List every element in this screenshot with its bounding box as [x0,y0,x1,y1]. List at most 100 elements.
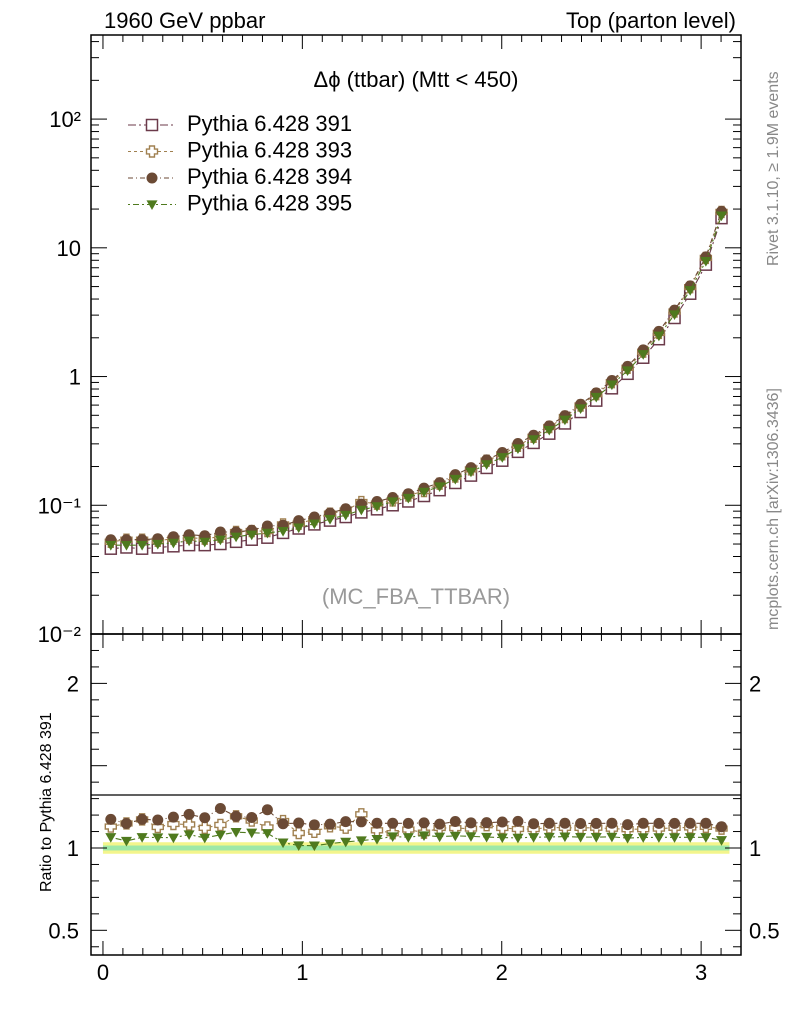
data-point [637,350,649,360]
data-point [105,813,117,825]
data-point [465,467,477,478]
data-point [293,515,305,527]
data-point [700,256,712,267]
axis-ticks [91,35,742,955]
data-point [230,532,242,543]
data-point [324,818,336,830]
data-point [167,833,179,844]
data-point [496,453,508,463]
data-point [669,310,681,320]
data-point [146,172,158,184]
data-point [669,833,681,843]
axis-tick-labels: 0 1 2 3 10² 10 1 10⁻¹ 10⁻² 2 2 1 1 0.5 0.5 [38,107,780,985]
data-point [340,510,352,521]
data-point [700,833,712,843]
data-point [105,541,117,551]
chart-title: Δϕ (ttbar) (Mtt < 450) [314,67,519,92]
data-point [214,535,226,546]
data-point [308,519,320,530]
data-point [198,821,211,835]
data-point [559,415,571,426]
data-point [324,839,336,850]
data-point [136,813,148,825]
data-point [528,833,540,843]
data-point [167,811,179,823]
data-point [246,812,258,824]
data-point [496,816,508,828]
data-point [684,833,696,843]
data-point [543,425,555,436]
data-point [261,520,273,532]
data-point [528,435,540,445]
data-point [152,539,164,550]
legend-label: Pythia 6.428 391 [187,111,352,136]
data-point [653,331,665,342]
data-point [590,392,602,403]
data-point [606,832,618,843]
x-tick-label: 2 [496,960,508,985]
main-plot-series [104,205,728,555]
data-point [449,815,461,827]
data-point [340,837,352,848]
x-tick-label: 0 [97,960,109,985]
ratio-series-line [110,831,722,847]
data-point [146,200,158,210]
data-point [199,833,211,844]
data-point [449,474,461,485]
legend-label: Pythia 6.428 395 [187,191,352,216]
data-point [684,817,696,829]
data-point [145,145,159,158]
data-point [622,833,634,844]
data-point [402,493,414,504]
ratio-series-line [110,807,722,828]
data-point [355,505,367,516]
data-point [387,497,399,507]
data-point [590,817,602,829]
header-left: 1960 GeV ppbar [104,8,266,33]
data-point [292,826,305,840]
data-point [293,523,305,534]
ratio-y-tick-label-right: 0.5 [749,918,780,943]
data-point [277,526,289,537]
data-point [637,817,649,829]
ratio-series-line [110,813,722,834]
x-tick-label: 3 [695,960,707,985]
data-point [575,404,587,414]
data-point [387,817,399,829]
data-point [120,541,132,551]
data-point [261,829,273,839]
data-point [183,808,195,820]
y-tick-label: 10⁻² [38,622,81,647]
data-point [214,830,226,841]
data-point [120,836,132,847]
series-line [110,211,723,543]
x-tick-label: 1 [296,960,308,985]
data-point [214,526,226,538]
data-point [355,836,367,847]
y-tick-label: 10 [57,236,81,261]
data-point [418,831,430,841]
data-point [418,487,430,498]
data-point [700,817,712,829]
y-tick-label: 1 [69,365,81,390]
data-point [120,817,132,829]
data-point [559,817,571,829]
data-point [418,817,430,829]
data-point [481,460,493,470]
data-point [496,833,508,844]
data-point [716,836,728,846]
ratio-uncertainty-band [102,842,730,854]
ratio-plot-series [104,802,728,852]
data-point [308,841,320,852]
data-point [637,833,649,843]
data-point [182,818,196,831]
data-point [230,810,242,822]
analysis-watermark: (MC_FBA_TTBAR) [322,584,510,609]
data-point [622,819,634,831]
data-point [136,541,148,551]
data-point [653,817,665,829]
data-point [214,802,226,814]
data-point [512,833,524,844]
ratio-y-tick-label: 1 [67,836,79,861]
data-point [653,833,665,843]
